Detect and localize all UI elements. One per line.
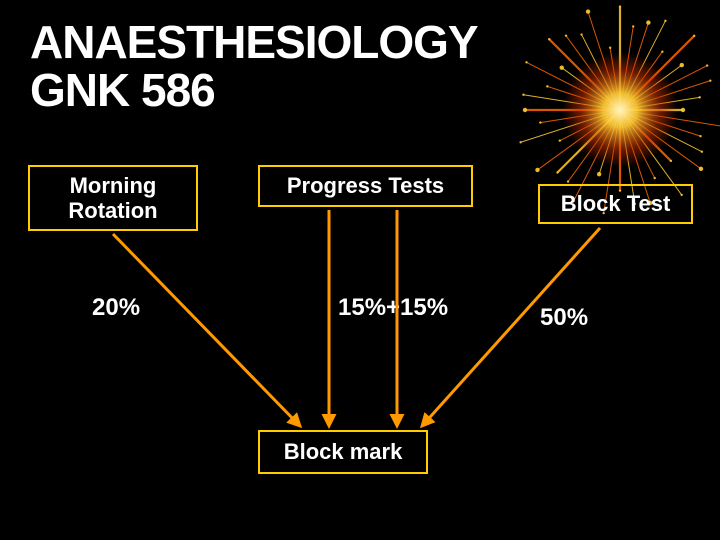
- box-morning-rotation-text: Morning Rotation: [68, 173, 157, 224]
- box-progress-tests: Progress Tests: [258, 165, 473, 207]
- box-block-mark: Block mark: [258, 430, 428, 474]
- label-20pct: 20%: [92, 294, 140, 322]
- label-15pct: 15%+15%: [338, 294, 448, 322]
- slide-title: ANAESTHESIOLOGY GNK 586: [30, 18, 478, 115]
- label-50pct: 50%: [540, 304, 588, 332]
- box-block-test-text: Block Test: [561, 191, 671, 216]
- title-line-1: ANAESTHESIOLOGY: [30, 18, 478, 66]
- title-line-2: GNK 586: [30, 66, 478, 114]
- box-block-mark-text: Block mark: [284, 439, 403, 464]
- box-progress-tests-text: Progress Tests: [287, 173, 444, 198]
- box-block-test: Block Test: [538, 184, 693, 224]
- box-morning-rotation: Morning Rotation: [28, 165, 198, 231]
- slide: ANAESTHESIOLOGY GNK 586 Morning Rotation…: [0, 0, 720, 540]
